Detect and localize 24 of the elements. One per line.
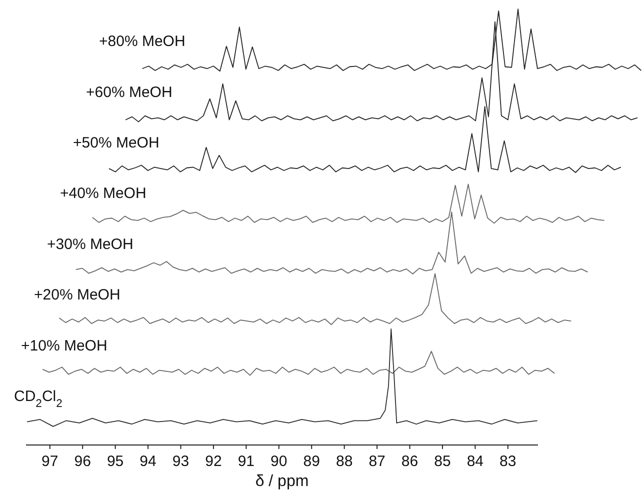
series-label: +30% MeOH <box>47 236 134 253</box>
x-tick-label: 91 <box>238 453 255 470</box>
series-label: +40% MeOH <box>60 185 146 202</box>
series-label: CD$_{2}$Cl$_{2}$ <box>14 388 62 410</box>
x-tick-label: 85 <box>434 453 451 470</box>
x-axis-title: δ / ppm <box>255 473 309 490</box>
series-label: +50% MeOH <box>73 134 160 152</box>
series-label: +80% MeOH <box>99 33 186 50</box>
x-tick-label: 94 <box>140 453 156 470</box>
x-tick-label: 84 <box>466 453 484 470</box>
series-label: +60% MeOH <box>86 84 172 101</box>
x-tick-label: 96 <box>74 453 91 470</box>
x-tick-label: 97 <box>42 453 58 470</box>
series-label: +20% MeOH <box>34 286 120 304</box>
x-tick-label: 86 <box>401 453 418 470</box>
series-label: +10% MeOH <box>21 337 108 354</box>
x-tick-label: 87 <box>368 453 386 470</box>
x-tick-label: 92 <box>205 453 222 470</box>
x-tick-label: 89 <box>303 453 320 470</box>
x-tick-label: 83 <box>500 453 516 470</box>
x-tick-label: 90 <box>270 453 288 470</box>
x-tick-label: 95 <box>106 453 124 470</box>
x-tick-label: 88 <box>336 453 353 470</box>
x-tick-label: 93 <box>172 453 190 470</box>
